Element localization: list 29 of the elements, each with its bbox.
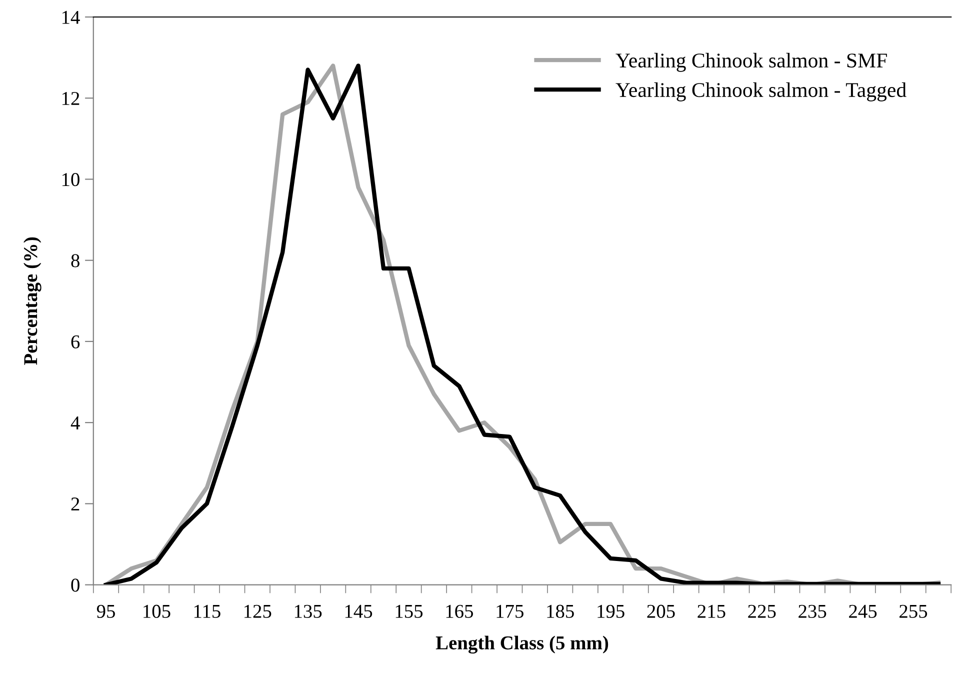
x-tick-label: 105 [144,604,170,618]
y-tick-label: 2 [71,498,80,510]
y-tick-label: 0 [71,578,80,592]
y-tick-label: 12 [62,92,80,105]
x-axis-title: Length Class (5 mm) [436,636,608,654]
x-tick-label: 95 [96,604,115,618]
x-tick-label: 145 [345,604,372,618]
x-tick-label: 135 [294,604,322,618]
x-tick-label: 165 [446,604,473,618]
x-tick-label: 255 [900,604,928,618]
y-tick-label: 10 [62,173,80,186]
legend-label: Yearling Chinook salmon - Tagged [616,82,906,102]
x-tick-label: 245 [849,604,877,618]
x-tick-label: 215 [698,604,726,618]
x-tick-label: 185 [547,604,574,618]
x-tick-label: 115 [194,604,220,618]
legend-label: Yearling Chinook salmon - SMF [616,52,887,72]
y-tick-label: 4 [70,416,80,430]
x-tick-label: 225 [748,604,776,618]
y-axis-title: Percentage (%) [24,237,42,365]
y-tick-label: 8 [71,254,80,268]
x-tick-label: 155 [396,604,423,618]
y-tick-label: 14 [62,10,80,24]
x-tick-label: 235 [798,604,826,618]
x-tick-label: 195 [598,604,624,618]
x-tick-label: 125 [244,604,272,618]
x-tick-label: 205 [647,604,675,618]
y-tick-label: 6 [71,335,80,348]
x-tick-label: 175 [496,604,524,618]
